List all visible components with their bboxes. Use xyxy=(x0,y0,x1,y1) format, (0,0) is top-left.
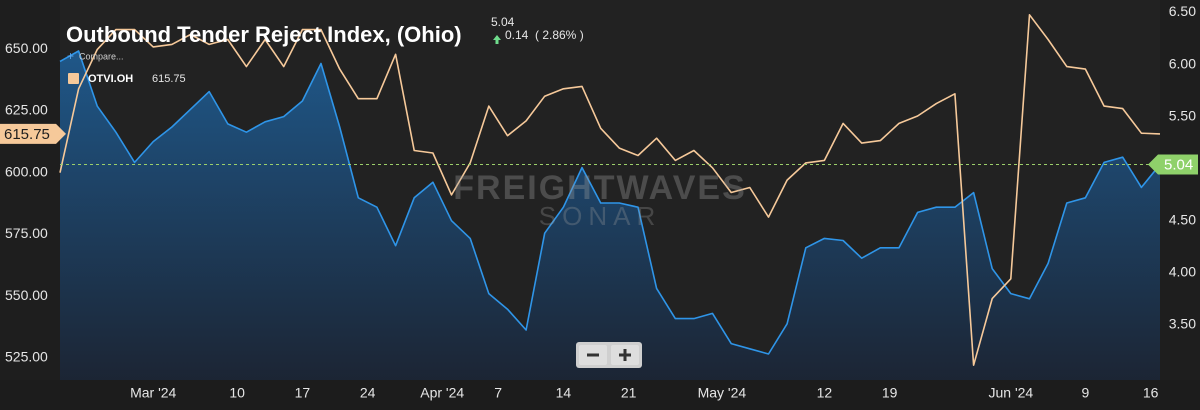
compare-button[interactable]: + Compare... xyxy=(67,49,124,63)
compare-label: Compare... xyxy=(79,51,124,61)
zoom-out-button[interactable] xyxy=(579,345,607,365)
change-percent: ( 2.86% ) xyxy=(535,28,584,42)
y2-tick-label: 3.50 xyxy=(1169,316,1196,332)
watermark: FREIGHTWAVES xyxy=(453,169,747,207)
zoom-in-button[interactable] xyxy=(611,345,639,365)
last-value-label: 615.75 xyxy=(4,126,50,143)
y-tick-label: 600.00 xyxy=(5,163,48,179)
change-value: 0.14 xyxy=(505,28,529,42)
legend-value: 615.75 xyxy=(152,73,186,85)
plus-icon-v xyxy=(623,349,627,361)
zoom-controls xyxy=(576,342,642,368)
line xyxy=(59,50,1161,355)
last-value-badge xyxy=(0,123,66,144)
watermark: SONAR xyxy=(539,201,661,231)
last-value-label: 5.04 xyxy=(1164,156,1193,173)
y2-tick-label: 4.50 xyxy=(1169,211,1196,227)
y2-tick-label: 6.50 xyxy=(1169,3,1196,19)
x-tick-label: Mar '24 xyxy=(130,385,176,401)
x-tick-label: 12 xyxy=(817,385,833,401)
x-tick-label: 14 xyxy=(556,385,572,401)
minus-icon xyxy=(587,353,599,357)
overlay: FREIGHTWAVES SONAR Outbound Tender Rejec… xyxy=(0,3,1198,401)
up-arrow-icon xyxy=(493,35,501,44)
y-tick-label: 525.00 xyxy=(5,348,48,364)
y2-tick-label: 4.00 xyxy=(1169,263,1196,279)
y-tick-label: 575.00 xyxy=(5,225,48,241)
y2-tick-label: 5.50 xyxy=(1169,107,1196,123)
current-value: 5.04 xyxy=(491,15,515,29)
plus-icon: + xyxy=(67,49,74,63)
last-value-badge xyxy=(1148,154,1198,175)
chart-title: Outbound Tender Reject Index, (Ohio) xyxy=(66,22,462,47)
x-tick-label: 17 xyxy=(295,385,311,401)
line xyxy=(59,14,1161,366)
y-tick-label: 650.00 xyxy=(5,40,48,56)
x-tick-label: 21 xyxy=(621,385,637,401)
x-tick-label: 16 xyxy=(1143,385,1159,401)
x-axis-band xyxy=(0,380,1200,410)
x-tick-label: Jun '24 xyxy=(988,385,1033,401)
x-tick-label: 7 xyxy=(494,385,502,401)
area xyxy=(60,51,1160,380)
y-tick-label: 625.00 xyxy=(5,102,48,118)
x-tick-label: 10 xyxy=(229,385,245,401)
x-tick-label: 9 xyxy=(1082,385,1090,401)
legend-swatch xyxy=(68,73,79,84)
legend-label: OTVI.OH xyxy=(88,73,133,85)
x-tick-label: Apr '24 xyxy=(420,385,464,401)
y2-tick-label: 6.00 xyxy=(1169,55,1196,71)
x-tick-label: 24 xyxy=(360,385,376,401)
x-tick-label: May '24 xyxy=(698,385,747,401)
marks xyxy=(0,14,1200,410)
y-tick-label: 550.00 xyxy=(5,287,48,303)
x-tick-label: 19 xyxy=(882,385,898,401)
